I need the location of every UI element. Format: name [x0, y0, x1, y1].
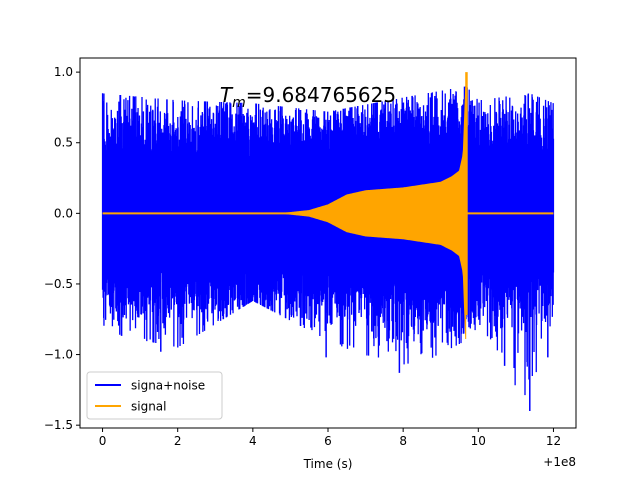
- x-tick-label: 8: [399, 434, 407, 448]
- title-symbol: T: [220, 83, 234, 107]
- title-value: =9.684765625: [246, 83, 396, 107]
- x-tick-label: 10: [471, 434, 486, 448]
- x-axis-label: Time (s): [303, 457, 353, 471]
- legend-label-signal: signal: [131, 400, 167, 414]
- x-tick-label: 6: [324, 434, 332, 448]
- x-tick-label: 2: [174, 434, 182, 448]
- noise-trace: [101, 86, 555, 396]
- x-tick-label: 0: [99, 434, 107, 448]
- y-axis: −1.5 −1.0 −0.5 0.0 0.5 1.0: [44, 65, 80, 432]
- y-tick-label: 0.0: [54, 206, 73, 220]
- x-tick-label: 4: [249, 434, 257, 448]
- y-tick-label: −0.5: [44, 277, 73, 291]
- x-axis: 0 2 4 6 8 10 12: [99, 428, 561, 448]
- title-subscript: m: [232, 95, 246, 111]
- y-tick-label: 0.5: [54, 136, 73, 150]
- legend-box: [86, 371, 223, 420]
- y-tick-label: −1.0: [44, 348, 73, 362]
- legend-label-signa-noise: signa+noise: [131, 379, 205, 393]
- series-signal: [102, 72, 554, 339]
- chart-title: Tm=9.684765625: [220, 83, 396, 111]
- x-offset-label: +1e8: [543, 455, 576, 469]
- legend: signa+noise signal: [86, 371, 223, 420]
- y-tick-label: 1.0: [54, 65, 73, 79]
- series-signa-noise: [101, 86, 555, 412]
- plot-area: [79, 57, 577, 429]
- y-tick-label: −1.5: [44, 418, 73, 432]
- x-tick-label: 12: [546, 434, 561, 448]
